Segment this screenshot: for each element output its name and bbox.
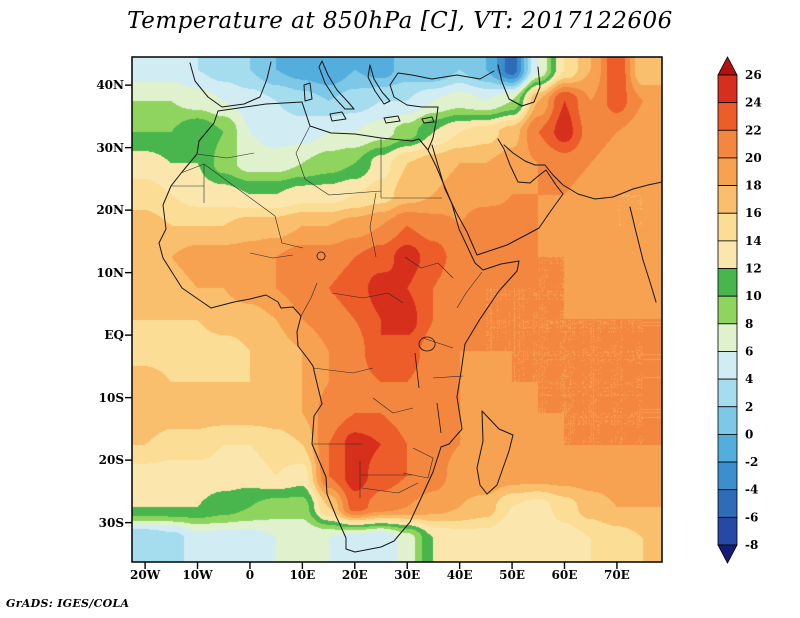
colorbar-label: -4 — [745, 483, 758, 497]
colorbar-label: 18 — [745, 179, 762, 193]
lat-tick-label: EQ — [104, 328, 124, 343]
lon-tick-label: 10E — [289, 568, 316, 582]
colorbar-label: 16 — [745, 206, 762, 220]
colorbar-label: 22 — [745, 123, 762, 137]
colorbar-label: 4 — [745, 372, 753, 386]
greece-coastline — [367, 64, 391, 105]
lon-tick-label: 40E — [446, 568, 473, 582]
lat-tick-label: 10N — [96, 265, 124, 280]
colorbar-label: -8 — [745, 538, 758, 552]
colorbar-label: 26 — [745, 68, 762, 82]
colorbar: 26 24 22 20 18 16 14 12 10 8 6 4 2 0 -2 -4 -6 -8 — [717, 56, 796, 581]
crete-coastline — [383, 115, 401, 124]
country-borders — [171, 125, 483, 498]
lon-tick-label: 30E — [394, 568, 421, 582]
lakes — [316, 251, 442, 434]
madagascar-coastline — [476, 410, 514, 495]
coastlines — [158, 60, 663, 553]
sardinia-coastline — [303, 82, 313, 102]
black-sea-coastline — [389, 70, 495, 98]
colorbar-label: 14 — [745, 234, 762, 248]
sicily-coastline — [329, 111, 347, 122]
plot-frame — [131, 56, 663, 563]
axis-ticks — [125, 84, 618, 569]
lat-tick-label: 20S — [98, 453, 124, 468]
colorbar-label: 12 — [745, 262, 762, 276]
lat-tick-label: 20N — [96, 203, 124, 218]
map-overlay — [125, 56, 663, 569]
colorbar-label: 8 — [745, 317, 753, 331]
cyprus-coastline — [421, 116, 435, 124]
temperature-field-canvas — [132, 57, 662, 562]
lon-tick-label: 0 — [245, 568, 255, 582]
lon-tick-label: 60E — [551, 568, 578, 582]
colorbar-label: -2 — [745, 455, 758, 469]
colorbar-label: 20 — [745, 151, 762, 165]
lat-tick-label: 30S — [98, 515, 124, 530]
colorbar-label: 2 — [745, 400, 753, 414]
arabia-coastline — [431, 138, 564, 256]
africa-coastline — [158, 101, 520, 553]
colorbar-label: 0 — [745, 427, 753, 441]
lon-tick-label: 70E — [603, 568, 630, 582]
iberia-coastline — [189, 61, 272, 108]
lat-tick-label: 30N — [96, 140, 124, 155]
lon-tick-label: 20E — [341, 568, 368, 582]
colorbar-label: -6 — [745, 510, 758, 524]
caspian-coastline — [497, 64, 541, 107]
italy-coastline — [318, 60, 355, 110]
india-coastline — [629, 206, 657, 303]
grads-credit: GrADS: IGES/COLA — [6, 597, 130, 610]
colorbar-label: 6 — [745, 344, 753, 358]
turkey-coastline — [393, 96, 439, 108]
colorbar-label: 10 — [745, 289, 762, 303]
lon-tick-label: 20W — [130, 568, 161, 582]
plot-title: Temperature at 850hPa [C], VT: 201712260… — [127, 8, 673, 34]
lon-tick-label: 10W — [182, 568, 213, 582]
iran-coastline — [503, 144, 663, 200]
map-plot — [125, 56, 663, 569]
lon-tick-label: 50E — [499, 568, 525, 582]
lat-tick-label: 40N — [96, 78, 124, 93]
levant-coastline — [427, 106, 439, 151]
lat-tick-label: 10S — [98, 390, 124, 405]
colorbar-label: 24 — [745, 96, 762, 110]
